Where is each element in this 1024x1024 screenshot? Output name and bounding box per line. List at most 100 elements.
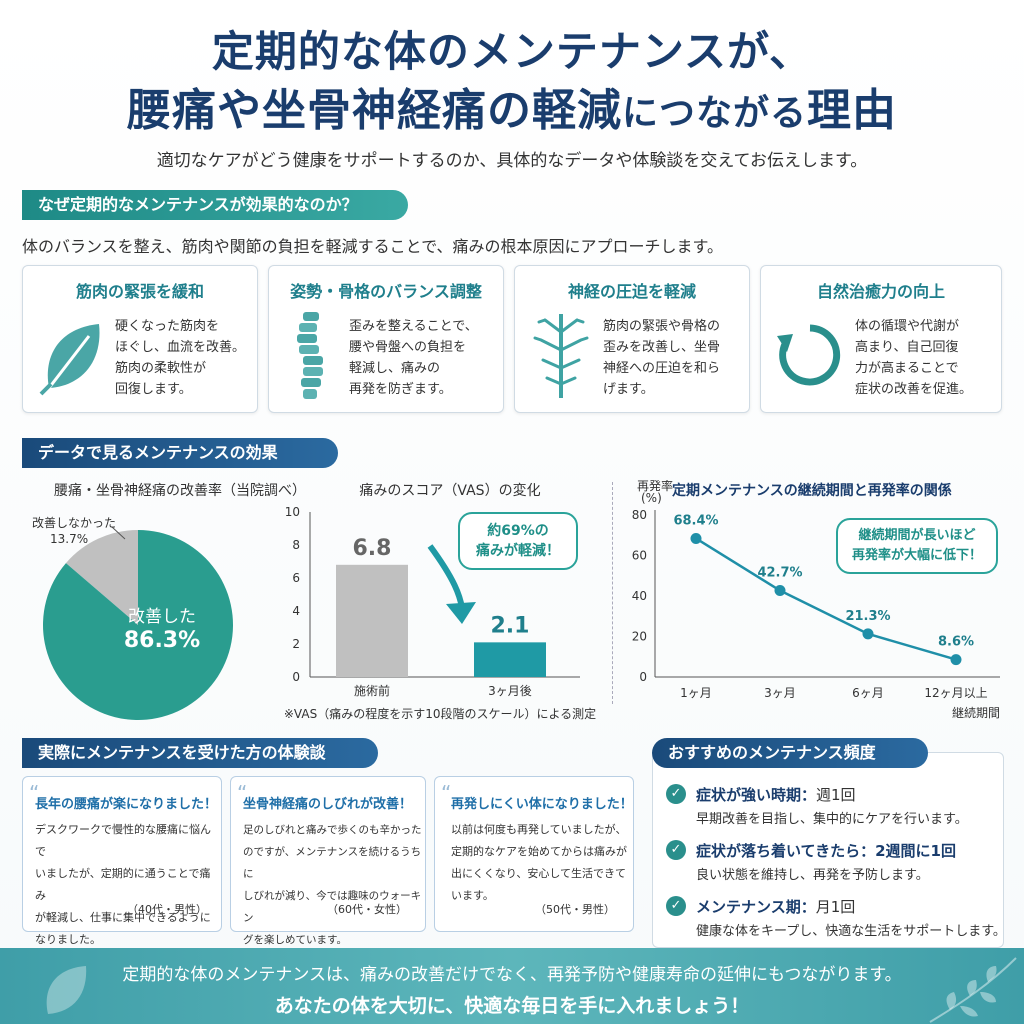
card-text: 筋肉の緊張や骨格の 歪みを改善し、坐骨 神経への圧迫を和ら げます。	[603, 319, 721, 397]
why-card-nerve: 神経の圧迫を軽減 筋肉の緊張や骨格の 歪みを改善し、坐骨 神経への圧迫を和ら げます。	[514, 265, 750, 413]
line-value-label: 42.7%	[757, 566, 802, 581]
check-icon: ✓	[666, 840, 686, 860]
bar-y-tick: 6	[292, 571, 300, 585]
bar-category-label: 施術前	[354, 683, 390, 698]
testimonial-card-2: “ 坐骨神経痛のしびれが改善！ 足のしびれと痛みで歩くのも辛かった のですが、メン…	[230, 776, 426, 946]
line-value-label: 21.3%	[845, 609, 890, 624]
pie-label-not-improved: 改善しなかった	[32, 515, 116, 530]
quote-icon: “	[441, 781, 452, 805]
line-callout-line2: 再発率が大幅に低下！	[851, 548, 982, 563]
line-callout-line1: 継続期間が長いほど	[858, 528, 976, 543]
testimonial-title: 長年の腰痛が楽になりました！	[35, 797, 218, 812]
frequency-desc: 良い状態を維持し、再発を予防します。	[696, 868, 929, 883]
title-part-a: 腰痛や坐骨神経痛の軽減	[126, 85, 622, 136]
bar	[336, 564, 408, 677]
line-ylabel-unit: (%)	[641, 491, 662, 505]
page-title-line2: 腰痛や坐骨神経痛の軽減につながる理由	[0, 74, 1024, 138]
card-title: 姿勢・骨格のバランス調整	[290, 282, 482, 301]
line-xlabel: 継続期間	[952, 705, 1000, 720]
title-part-c: 理由	[807, 85, 897, 136]
bar-y-tick: 10	[285, 505, 300, 519]
spine-icon	[297, 312, 323, 399]
line-category-label: 6ヶ月	[852, 686, 884, 700]
data-heading: データで見るメンテナンスの効果	[22, 438, 338, 468]
leaf-icon	[39, 324, 100, 396]
frequency-desc: 早期改善を目指し、集中的にケアを行います。	[696, 812, 968, 827]
leaf-icon	[46, 966, 87, 1014]
card-title: 神経の圧迫を軽減	[567, 282, 696, 301]
bar-note: ※VAS（痛みの程度を示す10段階のスケール）による測定	[284, 706, 596, 721]
frequency-desc: 健康な体をキープし、快適な生活をサポートします。	[696, 924, 1006, 939]
bar-callout: 約69%の 痛みが軽減！	[458, 512, 578, 570]
why-lead: 体のバランスを整え、筋肉や関節の負担を軽減することで、痛みの根本原因にアプローチ…	[22, 237, 723, 256]
testimonial-author: （60代・女性）	[327, 903, 407, 916]
bar-y-tick: 8	[292, 538, 300, 552]
bar-value-label: 6.8	[353, 536, 392, 561]
pie-value-improved: 86.3%	[124, 628, 200, 653]
quote-icon: “	[237, 781, 248, 805]
check-icon: ✓	[666, 896, 686, 916]
bar-title: 痛みのスコア（VAS）の変化	[359, 483, 541, 499]
testimonial-card-1: 長年の腰痛が楽になりました！ “ デスクワークで慢性的な腰痛に悩んで いましたが、…	[22, 776, 222, 946]
line-point	[950, 654, 962, 666]
bar-arrow-head	[446, 602, 476, 624]
bar-y-tick: 2	[292, 637, 300, 651]
why-heading: なぜ定期的なメンテナンスが効果的なのか？	[22, 190, 408, 220]
why-card-muscle: 筋肉の緊張を緩和 硬くなった筋肉を ほぐし、血流を改善。 筋肉の柔軟性が 回復します。	[22, 265, 258, 413]
line-y-tick: 0	[639, 670, 647, 684]
card-text: 体の循環や代謝が 高まり、自己回復 力が高まることで 症状の改善を促進。	[855, 319, 973, 397]
bar-callout-line1: 約69%の	[487, 523, 549, 539]
branch-icon	[929, 957, 1017, 1023]
nerve-icon	[533, 314, 589, 398]
line-y-tick: 80	[632, 508, 647, 522]
testimonials-heading: 実際にメンテナンスを受けた方の体験談	[22, 738, 378, 768]
line-ylabel: 再発率	[637, 480, 673, 493]
line-category-label: 1ヶ月	[680, 686, 712, 700]
why-card-posture: 姿勢・骨格のバランス調整 歪みを整えることで、 腰や骨盤への負担を 軽減し、痛みの再…	[268, 265, 504, 413]
line-callout: 継続期間が長いほど 再発率が大幅に低下！	[836, 518, 998, 574]
card-text: 硬くなった筋肉を ほぐし、血流を改善。 筋肉の柔軟性が 回復します。	[115, 319, 246, 397]
testimonial-card-3: “ 再発しにくい体になりました！ 以前は何度も再発していましたが、 定期的なケアを…	[434, 776, 634, 932]
why-card-healing: 自然治癒力の向上 体の循環や代謝が 高まり、自己回復 力が高まることで 症状の改善を促…	[760, 265, 1002, 413]
testimonial-title: 坐骨神経痛のしびれが改善！	[243, 797, 413, 812]
frequency-label: メンテナンス期：月1回	[696, 898, 856, 916]
pie-leader-line	[111, 526, 126, 540]
line-value-label: 68.4%	[673, 513, 718, 528]
testimonial-title: 再発しにくい体になりました！	[451, 797, 633, 812]
card-title: 筋肉の緊張を緩和	[75, 282, 204, 301]
testimonial-text: 足のしびれと痛みで歩くのも辛かった のですが、メンテナンスを続けるうちに しびれが減…	[243, 824, 422, 946]
pie-slice	[42, 530, 233, 720]
testimonial-text: デスクワークで慢性的な腰痛に悩んで いましたが、定期的に通うことで痛み が軽減し、仕…	[35, 823, 211, 946]
testimonial-text: 以前は何度も再発していましたが、 定期的なケアを始めてからは痛みが 出にくくなり、安…	[451, 823, 627, 902]
line-title: 定期メンテナンスの継続期間と再発率の関係	[672, 483, 952, 499]
line-category-label: 3ヶ月	[764, 686, 796, 700]
bar-y-tick: 4	[292, 604, 300, 618]
testimonial-author: （50代・男性）	[535, 903, 615, 916]
check-icon: ✓	[666, 784, 686, 804]
divider	[612, 482, 613, 704]
bar-value-label: 2.1	[491, 613, 530, 638]
quote-icon: “	[29, 781, 40, 805]
line-chart: 再発率 (%) 0 20 40 60 80 68.4% 1ヶ月 42.7% 3ヶ月 21.3% 6…	[632, 480, 1000, 720]
line-point	[862, 628, 874, 640]
frequency-heading: おすすめのメンテナンス頻度	[652, 738, 928, 768]
page-title-line1: 定期的な体のメンテナンスが、	[211, 27, 813, 76]
bar-callout-line2: 痛みが軽減！	[476, 543, 560, 559]
pie-chart: 改善しなかった 13.7% 改善した 86.3%	[32, 515, 233, 720]
bar-y-tick: 0	[292, 670, 300, 684]
bar-category-label: 3ヶ月後	[488, 684, 532, 698]
footer-line2: あなたの体を大切に、快適な毎日を手に入れましょう！	[274, 995, 750, 1017]
line-y-tick: 20	[632, 630, 647, 644]
card-text: 歪みを整えることで、 腰や骨盤への負担を 軽減し、痛みの 再発を防ぎます。	[349, 319, 478, 397]
line-series	[695, 537, 957, 661]
bar-chart: 0 2 4 6 8 10 6.8 施術前 2.1 3ヶ月後 ※VAS（痛みの程度を示す10段階の…	[284, 505, 596, 721]
page-subtitle: 適切なケアがどう健康をサポートするのか、具体的なデータや体験談を交えてお伝えしま…	[156, 151, 868, 171]
pie-label-improved: 改善した	[128, 607, 196, 627]
title-part-b: につながる	[621, 92, 807, 134]
frequency-label: 症状が強い時期：週1回	[696, 786, 856, 804]
cycle-icon	[777, 324, 841, 386]
line-category-label: 12ヶ月以上	[924, 686, 987, 700]
pie-value-not-improved: 13.7%	[50, 532, 88, 546]
card-title: 自然治癒力の向上	[816, 282, 945, 301]
line-point	[774, 585, 786, 597]
